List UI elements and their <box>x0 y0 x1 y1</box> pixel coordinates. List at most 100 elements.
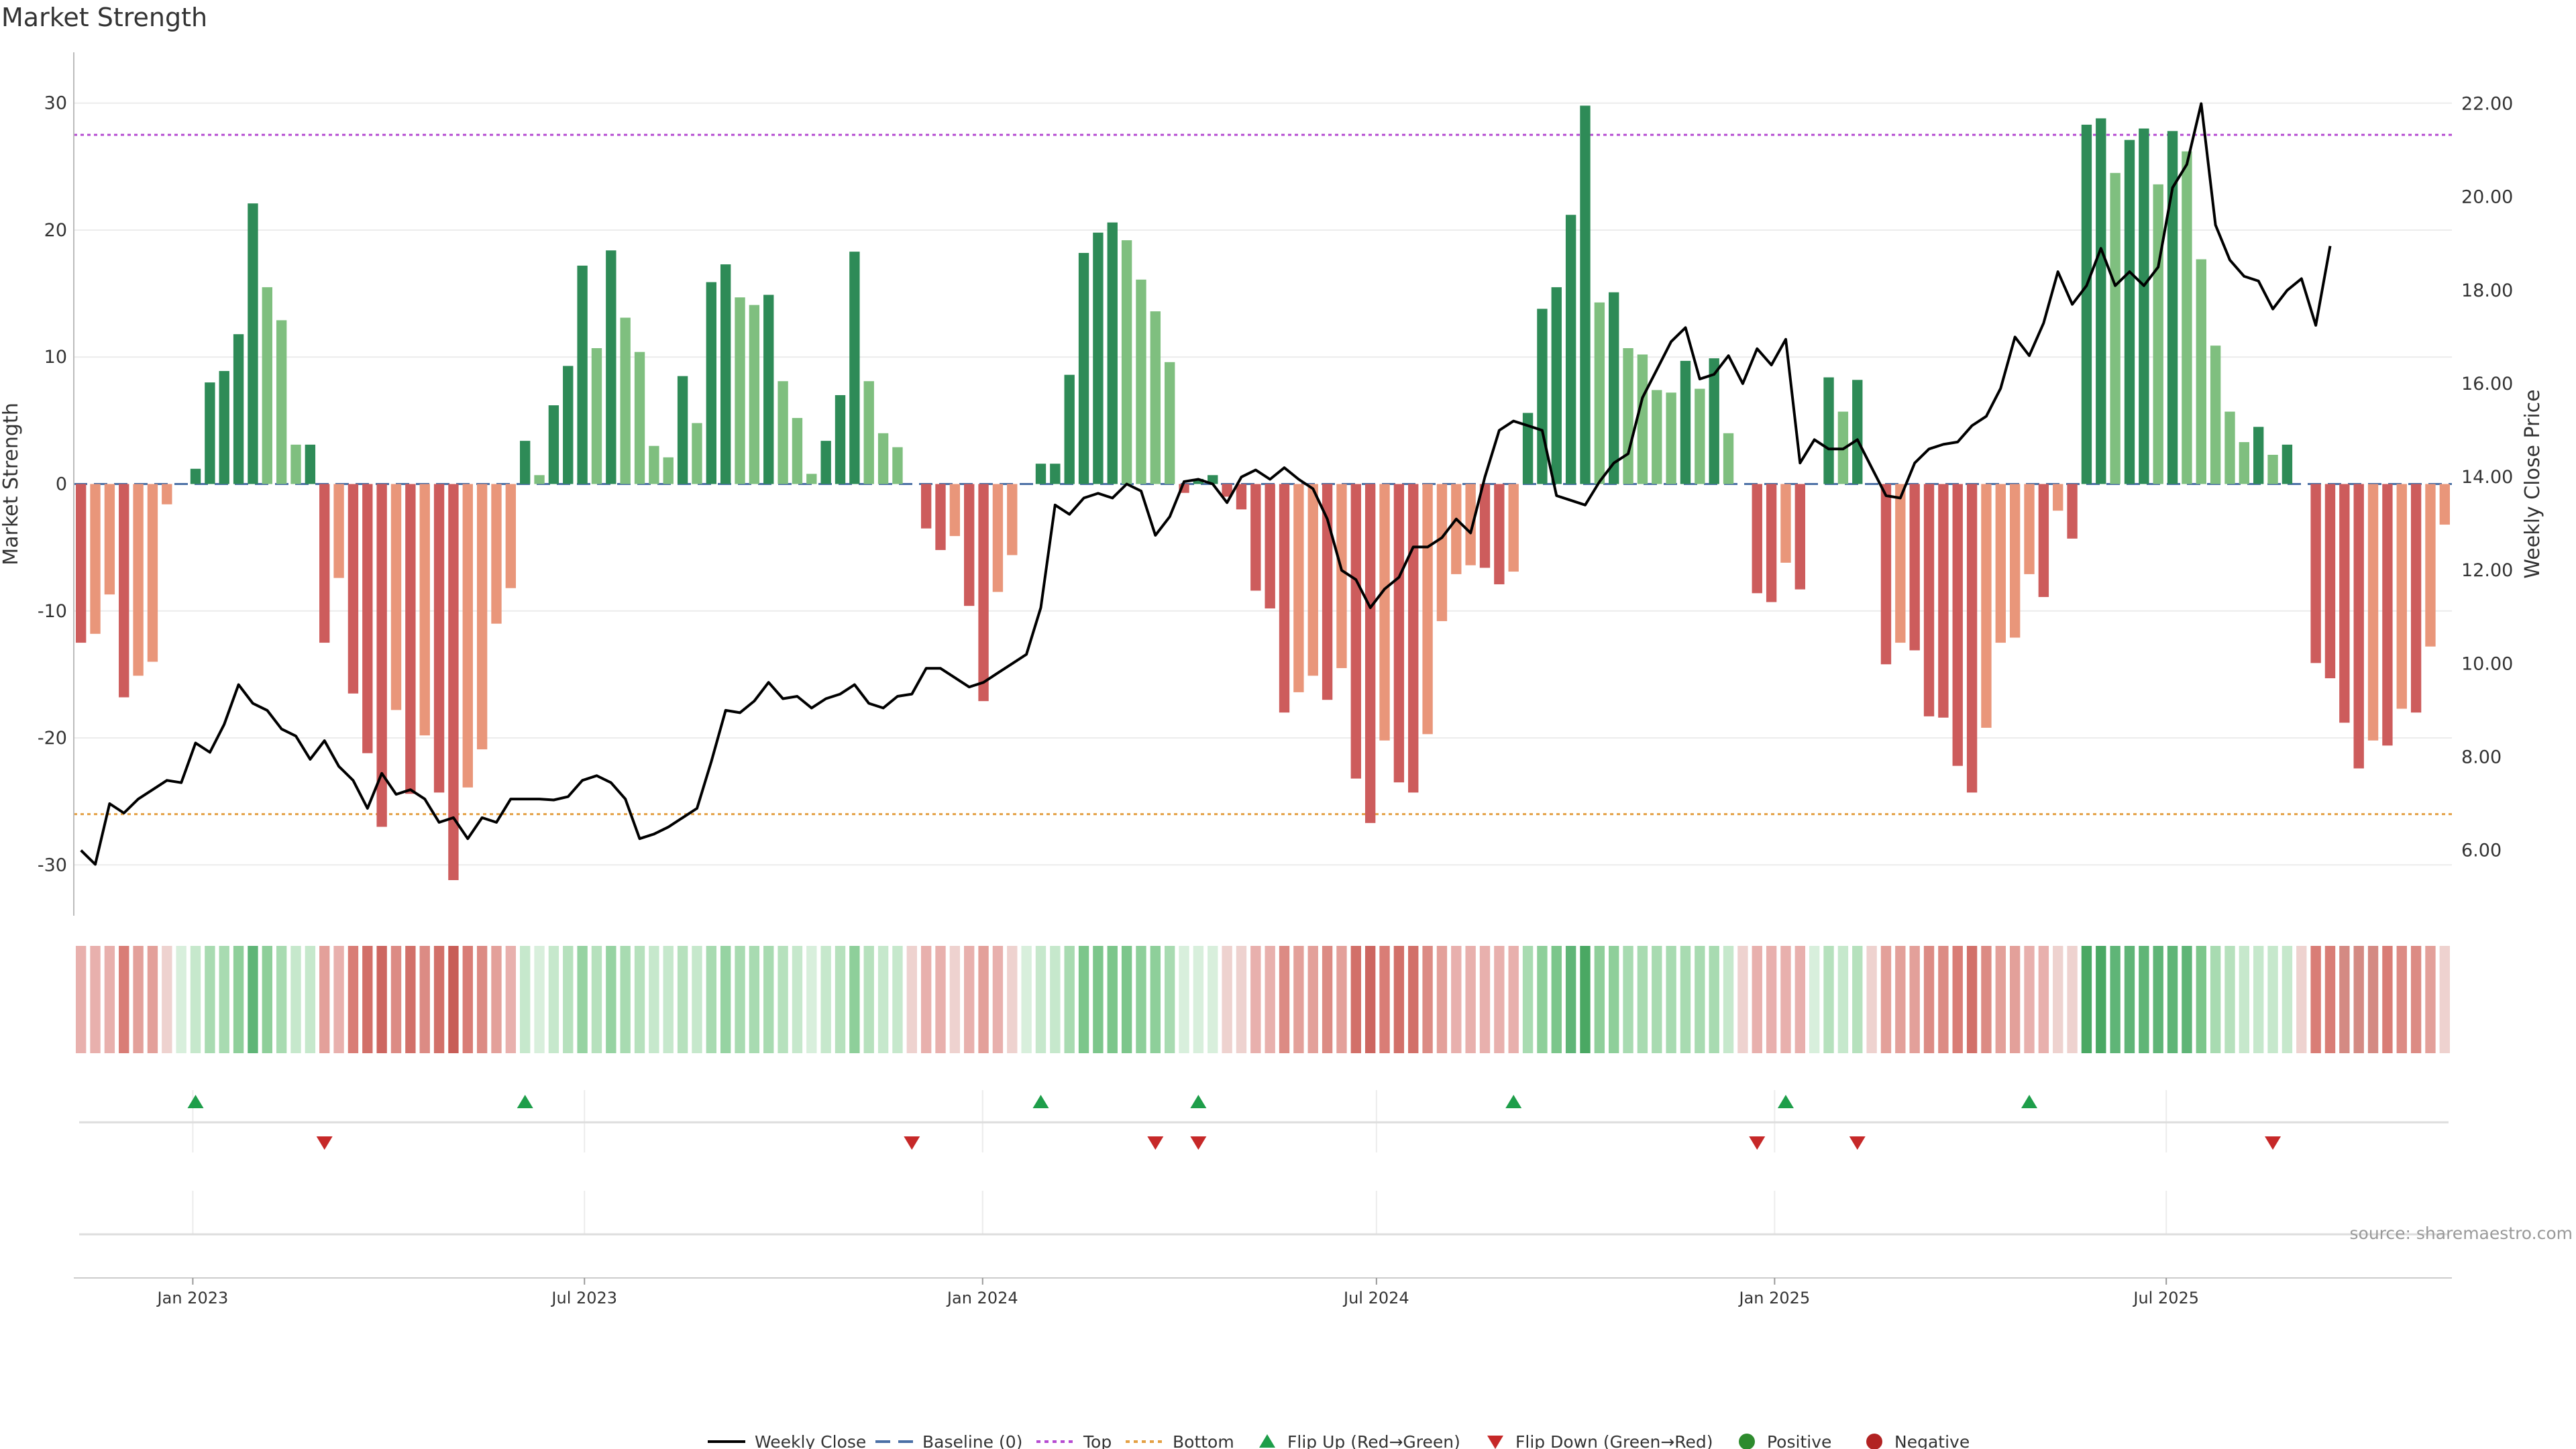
legend: Weekly Close Baseline (0) Top Bottom Flip Up… <box>708 1432 1970 1449</box>
strength-bar <box>2253 427 2264 484</box>
strength-bar <box>1064 374 1075 484</box>
strength-bar <box>1537 309 1548 484</box>
strip-cell <box>1250 946 1261 1053</box>
strip-cell <box>2324 946 2336 1053</box>
strip-cell <box>1537 946 1548 1053</box>
strength-bar <box>347 484 359 694</box>
strength-bar <box>2339 484 2350 723</box>
strip-cell <box>620 946 631 1053</box>
flip-down-marker <box>316 1136 333 1150</box>
strip-cell <box>1408 946 1419 1053</box>
strength-bar <box>548 405 559 484</box>
strip-cell <box>1551 946 1562 1053</box>
strip-cell <box>792 946 803 1053</box>
strength-bar <box>390 484 402 710</box>
strip-cell <box>2382 946 2393 1053</box>
strength-bar <box>520 441 531 484</box>
strength-bar <box>1652 390 1662 484</box>
x-tick-label: Jul 2024 <box>1342 1289 1409 1307</box>
strength-bar <box>1364 484 1376 823</box>
strip-cell <box>1336 946 1347 1053</box>
strength-bar <box>591 347 602 484</box>
strip-cell <box>591 946 602 1053</box>
strength-bar <box>2009 484 2021 638</box>
strength-bar <box>2353 484 2364 769</box>
strip-cell <box>1222 946 1232 1053</box>
strip-cell <box>1364 946 1376 1053</box>
strip-cell <box>563 946 574 1053</box>
legend-swatch-positive <box>1739 1434 1755 1449</box>
strip-cell <box>1293 946 1304 1053</box>
strength-bar <box>2396 484 2407 709</box>
strength-bar <box>1995 484 2006 643</box>
strength-bar <box>849 252 860 484</box>
strength-bar <box>634 352 645 484</box>
strip-cell <box>1966 946 1978 1053</box>
strength-bar <box>1136 279 1146 484</box>
strip-cell <box>978 946 989 1053</box>
strip-cell <box>333 946 344 1053</box>
strength-bar <box>2024 484 2035 574</box>
x-tick-label: Jan 2025 <box>1738 1289 1811 1307</box>
strength-bar <box>1050 464 1061 484</box>
strip-cell <box>649 946 659 1053</box>
strip-cell <box>606 946 616 1053</box>
strip-cell <box>1422 946 1433 1053</box>
strip-cell <box>2024 946 2035 1053</box>
strength-bar <box>133 484 144 676</box>
strip-cell <box>419 946 430 1053</box>
strip-cell <box>634 946 645 1053</box>
strength-bar <box>462 484 473 788</box>
strip-cell <box>1107 946 1118 1053</box>
strength-bar <box>2139 128 2149 484</box>
strip-cell <box>2339 946 2350 1053</box>
strength-bar <box>491 484 502 624</box>
strip-cell <box>1938 946 1949 1053</box>
flip-down-marker <box>2265 1136 2282 1150</box>
strip-cell <box>2210 946 2221 1053</box>
x-tick-label: Jan 2023 <box>156 1289 229 1307</box>
y-tick-label: -20 <box>38 728 67 749</box>
strength-bar <box>534 475 545 484</box>
strength-bar <box>104 484 115 595</box>
strength-bar <box>2267 454 2278 484</box>
strip-cell <box>347 946 359 1053</box>
strength-bar <box>1121 240 1132 484</box>
legend-label-top: Top <box>1083 1432 1112 1449</box>
strength-bar <box>1623 347 1633 484</box>
y2-tick-label: 6.00 <box>2461 841 2502 861</box>
y2-tick-label: 10.00 <box>2461 653 2513 674</box>
strip-cell <box>233 946 244 1053</box>
strength-bar <box>892 447 903 484</box>
strip-cell <box>2053 946 2063 1053</box>
strip-cell <box>190 946 201 1053</box>
y2-tick-label: 20.00 <box>2461 187 2513 208</box>
strip-cell <box>2081 946 2092 1053</box>
strength-bar <box>1695 388 1705 484</box>
strength-bar <box>735 297 745 484</box>
strip-cell <box>2310 946 2321 1053</box>
strip-cell <box>1823 946 1834 1053</box>
flip-down-marker <box>1849 1136 1866 1150</box>
strength-bar <box>205 382 215 484</box>
strip-cell <box>433 946 445 1053</box>
strip-cell <box>248 946 258 1053</box>
strip-cell <box>1695 946 1705 1053</box>
strength-bar <box>964 484 975 606</box>
flip-up-marker <box>1032 1095 1049 1108</box>
strip-cell <box>1981 946 1992 1053</box>
strip-cell <box>735 946 745 1053</box>
strip-cell <box>877 946 889 1053</box>
strip-cell <box>2009 946 2021 1053</box>
strength-bar <box>649 445 659 484</box>
strip-cell <box>1121 946 1132 1053</box>
strip-cell <box>1522 946 1534 1053</box>
strength-bar <box>2167 131 2178 484</box>
strength-bar <box>1723 433 1734 484</box>
strength-bar <box>305 444 316 484</box>
strip-cell <box>2253 946 2264 1053</box>
strip-cell <box>1623 946 1633 1053</box>
strength-bar <box>147 484 158 662</box>
strip-cell <box>964 946 975 1053</box>
